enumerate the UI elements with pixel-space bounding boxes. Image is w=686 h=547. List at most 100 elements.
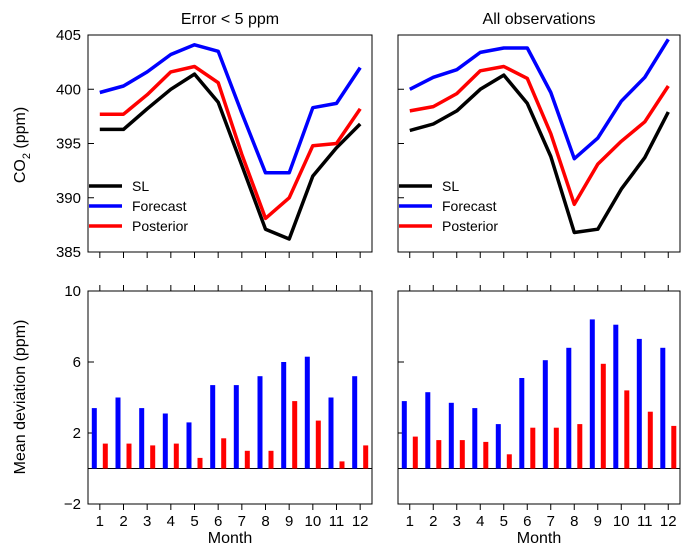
bar-posterior bbox=[150, 445, 156, 469]
x-tick-label: 5 bbox=[500, 513, 508, 530]
bar-posterior bbox=[292, 401, 298, 469]
bar-forecast bbox=[401, 401, 407, 469]
bar-posterior bbox=[624, 390, 630, 469]
bar-forecast bbox=[613, 324, 619, 469]
x-tick-label: 7 bbox=[547, 513, 555, 530]
legend-label-forecast: Forecast bbox=[132, 198, 187, 214]
bar-posterior bbox=[173, 443, 179, 469]
bar-posterior bbox=[506, 454, 512, 469]
y-tick-label: 395 bbox=[56, 136, 81, 153]
x-tick-label: 6 bbox=[214, 513, 222, 530]
bar-forecast bbox=[495, 424, 501, 469]
bar-forecast bbox=[139, 408, 145, 469]
y-tick-label: 385 bbox=[56, 244, 81, 261]
bar-forecast bbox=[566, 347, 572, 469]
y-tick-label: 400 bbox=[56, 81, 81, 98]
bar-posterior bbox=[102, 443, 108, 469]
panel-title: All observations bbox=[483, 11, 596, 28]
bar-posterior bbox=[126, 443, 132, 469]
bar-forecast bbox=[91, 408, 97, 469]
ylabel-bottom: Mean deviation (ppm) bbox=[12, 320, 29, 475]
x-tick-label: 6 bbox=[523, 513, 531, 530]
plot-frame bbox=[397, 290, 681, 505]
bar-posterior bbox=[600, 363, 606, 469]
x-tick-label: 11 bbox=[637, 513, 653, 530]
x-tick-label: 1 bbox=[406, 513, 414, 530]
bar-forecast bbox=[472, 408, 478, 469]
x-tick-label: 2 bbox=[119, 513, 127, 530]
x-tick-label: 5 bbox=[190, 513, 198, 530]
bar-posterior bbox=[553, 427, 559, 469]
ylabel-top-prefix: CO bbox=[12, 159, 29, 183]
x-tick-label: 8 bbox=[570, 513, 578, 530]
x-tick-label: 3 bbox=[453, 513, 461, 530]
bar-posterior bbox=[459, 440, 465, 469]
bar-forecast bbox=[328, 397, 334, 469]
x-tick-label: 10 bbox=[613, 513, 630, 530]
bar-forecast bbox=[589, 319, 595, 469]
x-tick-label: 9 bbox=[285, 513, 293, 530]
series-line-sl bbox=[409, 73, 670, 235]
bar-posterior bbox=[268, 450, 274, 469]
x-tick-label: 1 bbox=[96, 513, 104, 530]
bar-posterior bbox=[530, 427, 536, 469]
bar-posterior bbox=[436, 440, 442, 469]
y-tick-label: 390 bbox=[56, 190, 81, 207]
series-line-sl bbox=[99, 72, 362, 241]
bar-forecast bbox=[448, 402, 454, 469]
panel-title: Error < 5 ppm bbox=[181, 11, 279, 28]
x-tick-label: 9 bbox=[594, 513, 602, 530]
bar-posterior bbox=[363, 445, 369, 469]
bar-forecast bbox=[186, 422, 192, 469]
y-tick-label: 6 bbox=[73, 354, 81, 371]
ylabel-top: CO2 (ppm) bbox=[12, 107, 33, 183]
y-tick-label: 2 bbox=[73, 425, 81, 442]
bar-forecast bbox=[210, 385, 216, 469]
legend-label-sl: SL bbox=[442, 178, 459, 194]
x-tick-label: 8 bbox=[261, 513, 269, 530]
bar-posterior bbox=[315, 420, 321, 469]
panel-top-right: All observations SL Forecast Posterior bbox=[397, 11, 681, 258]
y-tick-label: 405 bbox=[56, 27, 81, 44]
xlabel-left: Month bbox=[208, 530, 252, 547]
bar-forecast bbox=[352, 376, 358, 469]
series-line-posterior bbox=[99, 64, 362, 221]
x-tick-label: 2 bbox=[429, 513, 437, 530]
bar-posterior bbox=[483, 441, 489, 469]
legend-label-sl: SL bbox=[132, 178, 149, 194]
bar-posterior bbox=[339, 461, 345, 469]
bar-forecast bbox=[542, 360, 548, 469]
plot-frame bbox=[87, 290, 373, 505]
bar-posterior bbox=[244, 450, 250, 469]
ylabel-top-suffix: (ppm) bbox=[12, 107, 29, 153]
panel-top-left: Error < 5 ppm 385 390 395 400 405 SL Forecast Po… bbox=[56, 11, 373, 261]
y-tick-label: −2 bbox=[64, 496, 81, 513]
legend-label-forecast: Forecast bbox=[442, 198, 497, 214]
bar-forecast bbox=[162, 413, 168, 469]
bar-forecast bbox=[636, 338, 642, 469]
bar-forecast bbox=[519, 378, 525, 469]
bar-posterior bbox=[221, 438, 227, 469]
x-tick-label: 7 bbox=[238, 513, 246, 530]
bar-forecast bbox=[257, 376, 263, 469]
bar-forecast bbox=[233, 385, 239, 469]
bar-forecast bbox=[425, 392, 431, 469]
x-tick-label: 3 bbox=[143, 513, 151, 530]
xlabel-right: Month bbox=[517, 530, 561, 547]
legend-label-posterior: Posterior bbox=[442, 218, 498, 234]
series-line-forecast bbox=[409, 38, 670, 161]
series-line-forecast bbox=[99, 43, 362, 175]
legend-label-posterior: Posterior bbox=[132, 218, 188, 234]
x-tick-label: 4 bbox=[167, 513, 175, 530]
x-tick-label: 11 bbox=[329, 513, 345, 530]
bar-forecast bbox=[660, 347, 666, 469]
x-tick-label: 12 bbox=[352, 513, 369, 530]
x-tick-label: 10 bbox=[304, 513, 321, 530]
ylabel-top-sub: 2 bbox=[21, 153, 33, 159]
x-tick-label: 12 bbox=[660, 513, 677, 530]
bar-forecast bbox=[304, 356, 310, 469]
bar-posterior bbox=[197, 457, 203, 469]
x-tick-label: 4 bbox=[476, 513, 484, 530]
